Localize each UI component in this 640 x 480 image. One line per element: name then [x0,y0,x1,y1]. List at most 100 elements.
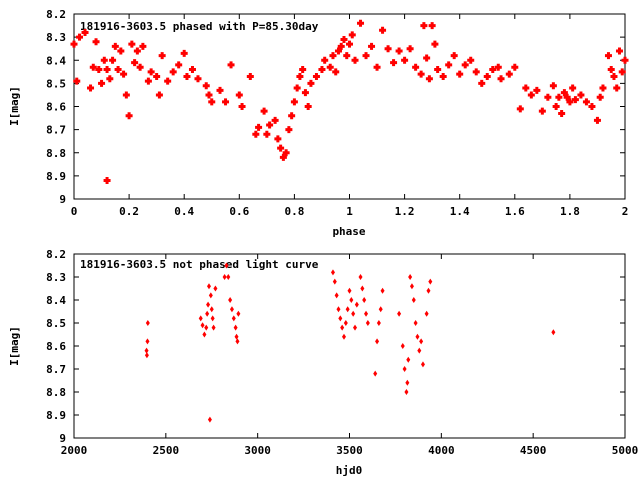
data-point [420,22,428,30]
phased-plot-ylabel: I[mag] [8,86,21,126]
data-point [285,126,293,134]
data-point [401,56,409,64]
data-point [208,98,216,106]
data-point [368,42,376,50]
data-point [231,315,236,322]
data-point [552,103,560,110]
data-point [216,86,224,94]
data-point [180,49,188,57]
data-point [516,105,524,113]
data-point [621,56,629,64]
data-point [558,109,566,117]
data-point [188,66,196,73]
data-point [379,26,387,34]
data-point [412,63,420,71]
data-point [353,324,358,331]
data-point [364,310,369,317]
phased-plot-xticks: 0 0.2 0.4 0.6 0.8 1 1.2 1.4 1.6 1.8 2 [71,14,628,218]
data-point [415,333,420,340]
data-point [348,31,356,39]
data-point [169,68,177,76]
data-point [222,274,227,280]
data-point [607,66,615,73]
data-point [229,306,234,313]
data-point [478,79,486,87]
y-tick-label: 8.8 [46,386,66,399]
data-point [233,324,238,331]
data-point [312,72,320,80]
data-point [153,72,161,80]
data-point [128,40,136,48]
unphased-plot-yticks: 8.2 8.3 8.4 8.5 8.6 8.7 8.8 8.9 9 [46,248,625,445]
data-point [125,112,133,120]
data-point [213,285,218,292]
data-point [409,283,414,290]
data-point [120,70,128,78]
data-point [100,56,108,64]
x-tick-label: 0.2 [119,205,139,218]
data-point [613,84,621,92]
data-point [343,320,348,326]
unphased-plot-xticks: 2000 2500 3000 3500 4000 4500 5000 [61,254,638,457]
data-point [279,153,287,161]
data-point [271,116,279,124]
data-point [290,98,298,106]
data-point [183,72,191,80]
data-point [347,287,352,294]
data-point [497,75,505,83]
data-point [326,63,334,71]
data-point [406,45,414,53]
data-point [351,310,356,317]
y-tick-label: 9 [59,432,66,445]
y-tick-label: 8.9 [46,409,66,422]
data-point [555,93,563,101]
data-point [362,52,370,60]
data-point [346,40,353,48]
data-point [341,333,346,340]
data-point [334,47,342,55]
y-tick-label: 8.8 [46,147,66,160]
data-point [419,338,424,345]
data-point [527,91,535,99]
data-point [375,338,380,345]
data-point [89,63,97,71]
data-point [489,66,497,73]
y-tick-label: 9 [59,193,66,206]
data-point [321,56,329,64]
data-point [404,389,409,395]
data-point [425,75,433,83]
data-point [522,84,530,92]
x-tick-label: 4000 [428,444,455,457]
data-point [202,331,207,338]
data-point [98,79,106,87]
data-point [336,306,341,313]
data-point [338,315,343,322]
data-point [551,329,556,336]
y-tick-label: 8.7 [46,363,66,376]
data-point [420,361,425,368]
data-point [238,103,246,110]
x-tick-label: 3000 [244,444,271,457]
data-point [136,63,144,71]
data-point [70,40,78,48]
data-point [428,22,436,30]
data-point [255,123,263,131]
data-point [332,68,340,76]
data-point [549,82,557,90]
data-point [81,29,89,36]
data-point [227,61,235,69]
data-point [260,107,268,115]
y-tick-label: 8.2 [46,248,66,261]
data-point [349,297,354,303]
data-point [330,269,335,276]
x-tick-label: 1.2 [395,205,415,218]
y-tick-label: 8.9 [46,170,66,183]
data-point [282,149,290,157]
x-tick-label: 1.8 [560,205,580,218]
y-tick-label: 8.2 [46,8,66,21]
data-point [411,297,416,303]
data-point [318,66,326,73]
data-point [200,322,205,329]
data-point [358,274,363,280]
data-point [109,56,117,64]
